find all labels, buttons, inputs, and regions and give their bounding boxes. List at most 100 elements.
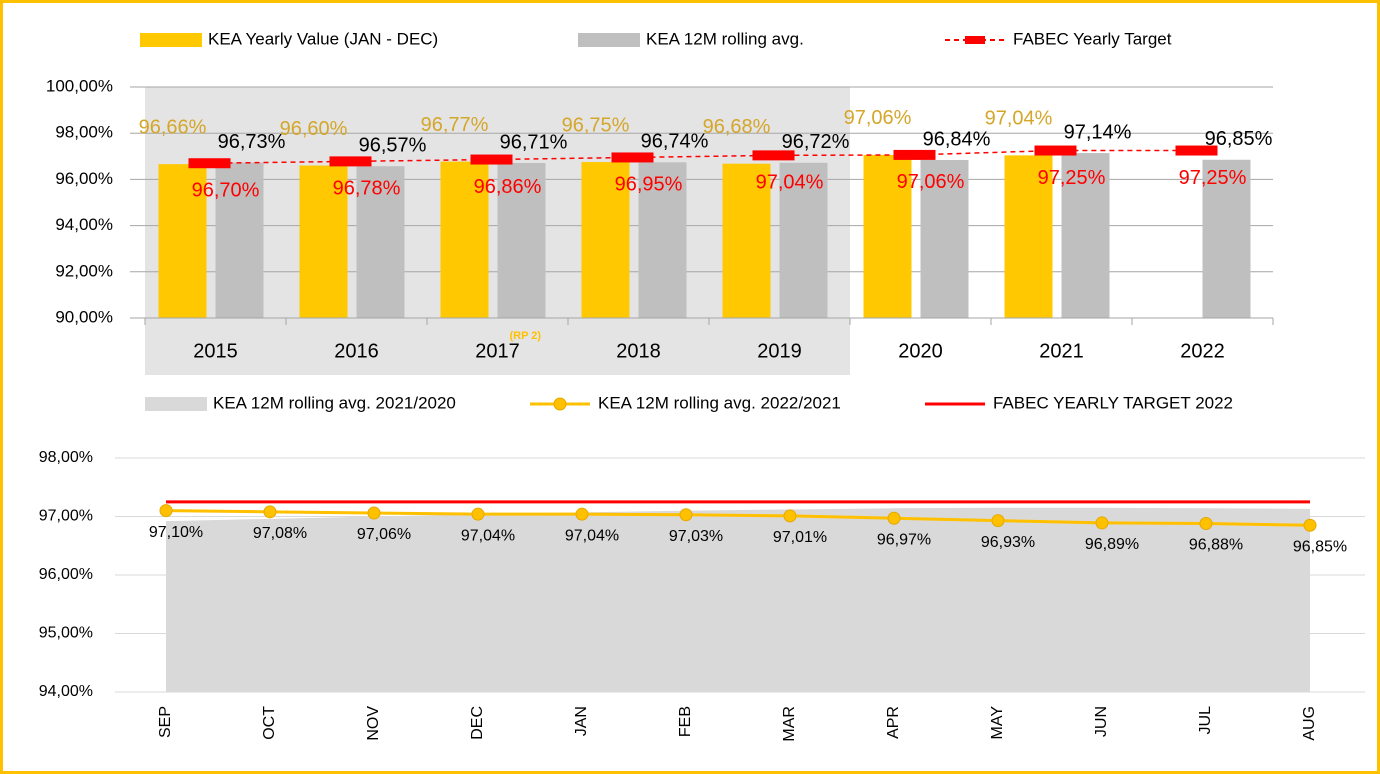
x-tick-label: DEC	[469, 706, 486, 740]
x-tick-label: 2018	[616, 340, 661, 362]
value-label: 96,71%	[500, 131, 568, 153]
x-tick-label: FEB	[677, 706, 694, 737]
x-tick-label: 2020	[898, 340, 943, 362]
value-label: 96,89%	[1085, 536, 1139, 553]
x-tick-label: 2016	[334, 340, 379, 362]
value-label: 96,74%	[641, 131, 709, 153]
bar	[638, 162, 687, 318]
legend-label: KEA 12M rolling avg. 2022/2021	[598, 393, 841, 412]
legend-swatch	[145, 397, 207, 411]
area	[166, 507, 1310, 692]
line	[165, 509, 1311, 527]
legend-swatch	[140, 33, 202, 47]
value-label: 97,10%	[149, 524, 203, 541]
bar	[215, 162, 264, 318]
bar	[1061, 153, 1110, 318]
target-line	[209, 149, 1197, 164]
y-tick-label: 98,00%	[39, 449, 93, 466]
legend-swatch	[578, 33, 640, 47]
value-label: 96,93%	[981, 534, 1035, 551]
x-tick-label: SEP	[157, 706, 174, 738]
bar	[722, 163, 771, 318]
x-tick-label: APR	[885, 706, 902, 739]
x-tick-label: JUN	[1093, 706, 1110, 737]
x-tick-label: JAN	[573, 706, 590, 736]
value-label: 97,06%	[844, 107, 912, 129]
value-label: 96,75%	[562, 114, 630, 136]
legend-label: KEA 12M rolling avg.	[646, 29, 804, 48]
point	[575, 507, 589, 521]
value-label: 97,04%	[756, 172, 824, 194]
point	[1199, 517, 1213, 531]
value-label: 96,88%	[1189, 537, 1243, 554]
value-label: 96,68%	[703, 116, 771, 138]
value-label: 97,06%	[897, 171, 965, 193]
point	[679, 508, 693, 522]
value-label: 97,06%	[357, 526, 411, 543]
target-marker	[752, 150, 795, 161]
value-label: 97,03%	[669, 528, 723, 545]
value-label: 96,70%	[192, 180, 260, 202]
x-tick-label: MAY	[989, 706, 1006, 740]
bar	[440, 161, 489, 318]
x-tick-label: 2022	[1180, 340, 1225, 362]
y-tick-label: 97,00%	[39, 508, 93, 525]
legend-label: FABEC Yearly Target	[1013, 29, 1172, 48]
x-tick-label: 2019	[757, 340, 802, 362]
value-label: 97,04%	[985, 108, 1053, 130]
bar	[299, 165, 348, 318]
bar	[497, 162, 546, 318]
target-marker	[188, 158, 231, 169]
point	[1303, 518, 1317, 532]
value-label: 97,04%	[565, 527, 619, 544]
bar	[1202, 159, 1251, 318]
value-label: 96,95%	[615, 174, 683, 196]
point	[1095, 516, 1109, 530]
value-label: 96,84%	[923, 128, 991, 150]
target-marker	[611, 152, 654, 163]
point	[887, 511, 901, 525]
value-label: 96,57%	[359, 135, 427, 157]
y-tick-label: 92,00%	[55, 261, 113, 280]
value-label: 96,78%	[333, 178, 401, 200]
point	[367, 506, 381, 520]
value-label: 97,14%	[1064, 121, 1132, 143]
legend-swatch-marker	[553, 397, 567, 411]
bar	[779, 162, 828, 318]
x-tick-label: 2021	[1039, 340, 1084, 362]
value-label: 97,04%	[461, 527, 515, 544]
x-tick-label: 2015	[193, 340, 238, 362]
bar	[920, 159, 969, 318]
value-label: 96,72%	[782, 131, 850, 153]
value-label: 97,01%	[773, 529, 827, 546]
point	[991, 514, 1005, 528]
legend-swatch-marker	[965, 36, 985, 44]
x-tick-label: NOV	[365, 706, 382, 741]
legend-label: FABEC YEARLY TARGET 2022	[993, 393, 1233, 412]
bar	[581, 162, 630, 318]
value-label: 96,60%	[280, 118, 348, 140]
value-label: 96,66%	[139, 116, 207, 138]
value-label: 96,97%	[877, 531, 931, 548]
bar	[158, 164, 207, 318]
target-marker	[1034, 145, 1077, 156]
y-tick-label: 96,00%	[55, 169, 113, 188]
bar	[1004, 155, 1053, 318]
value-label: 96,86%	[474, 176, 542, 198]
x-tick-label: 2017	[475, 340, 520, 362]
value-label: 97,08%	[253, 525, 307, 542]
value-label: 96,73%	[218, 131, 286, 153]
point	[263, 505, 277, 519]
y-tick-label: 94,00%	[55, 215, 113, 234]
value-label: 97,25%	[1038, 167, 1106, 189]
y-tick-label: 96,00%	[39, 566, 93, 583]
y-tick-label: 94,00%	[39, 683, 93, 700]
legend-label: KEA Yearly Value (JAN - DEC)	[208, 29, 438, 48]
point	[159, 504, 173, 518]
value-label: 96,77%	[421, 114, 489, 136]
target-marker	[470, 154, 513, 165]
legend-label: KEA 12M rolling avg. 2021/2020	[213, 393, 456, 412]
x-tick-label: JUL	[1197, 706, 1214, 735]
bar	[356, 166, 405, 318]
